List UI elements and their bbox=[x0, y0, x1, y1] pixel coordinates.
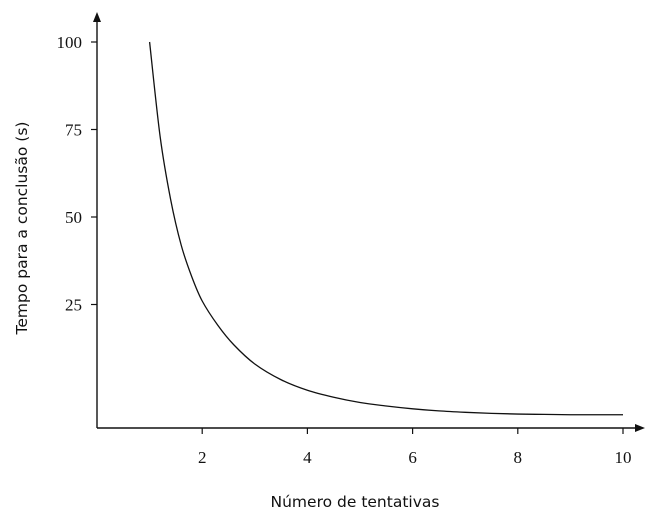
x-tick-label: 8 bbox=[514, 448, 523, 467]
x-tick-label: 2 bbox=[198, 448, 207, 467]
axes bbox=[93, 12, 645, 432]
y-tick-label: 100 bbox=[57, 33, 83, 52]
x-axis-arrow bbox=[635, 424, 645, 432]
y-tick-label: 75 bbox=[65, 121, 82, 140]
series bbox=[148, 41, 623, 416]
y-tick-label: 50 bbox=[65, 208, 82, 227]
x-tick-label: 4 bbox=[303, 448, 312, 467]
y-tick-label: 25 bbox=[65, 296, 82, 315]
x-axis-label: Número de tentativas bbox=[271, 493, 440, 511]
series-line bbox=[148, 41, 623, 416]
y-axis-label: Tempo para a conclusão (s) bbox=[13, 122, 31, 336]
y-axis-arrow bbox=[93, 12, 101, 22]
x-tick-label: 10 bbox=[615, 448, 632, 467]
ticks: 2 4 6 8 10 25 50 75 100 bbox=[57, 33, 632, 467]
x-tick-label: 6 bbox=[408, 448, 417, 467]
